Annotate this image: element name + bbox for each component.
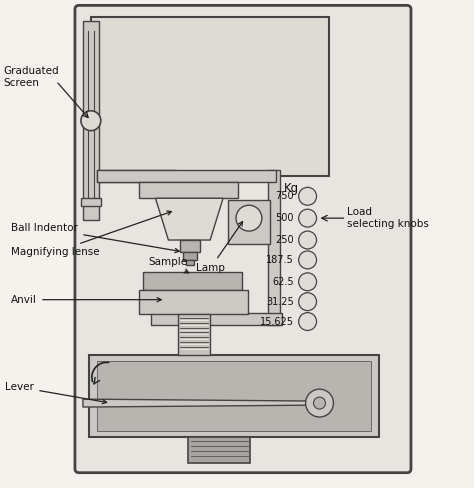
Text: Ball Indentor: Ball Indentor — [11, 223, 179, 253]
Bar — [89, 355, 379, 437]
Circle shape — [306, 389, 333, 417]
Bar — [180, 240, 200, 252]
Text: 250: 250 — [275, 235, 294, 245]
Circle shape — [81, 111, 101, 131]
Text: Sample: Sample — [148, 257, 189, 273]
Bar — [83, 21, 99, 220]
Text: Kg: Kg — [284, 183, 299, 195]
Bar — [91, 17, 329, 176]
Text: Anvil: Anvil — [11, 295, 161, 305]
Circle shape — [299, 231, 317, 249]
Text: Lever: Lever — [5, 382, 107, 404]
Bar — [97, 170, 176, 183]
Circle shape — [299, 187, 317, 205]
Bar — [138, 183, 238, 198]
Text: Magnifying lense: Magnifying lense — [11, 211, 172, 257]
Circle shape — [299, 313, 317, 330]
Bar — [97, 170, 276, 183]
Bar — [97, 361, 371, 431]
Text: Lamp: Lamp — [196, 222, 243, 273]
Text: 31.25: 31.25 — [266, 297, 294, 306]
FancyBboxPatch shape — [75, 5, 411, 473]
Polygon shape — [155, 198, 223, 240]
Text: Graduated
Screen: Graduated Screen — [3, 66, 59, 88]
Circle shape — [299, 273, 317, 291]
Bar — [143, 272, 242, 290]
Bar — [151, 313, 282, 325]
Text: 500: 500 — [275, 213, 294, 223]
Bar — [183, 252, 197, 260]
Bar — [228, 200, 270, 244]
Bar — [268, 170, 280, 325]
Text: 15.625: 15.625 — [260, 317, 294, 326]
Polygon shape — [83, 399, 319, 407]
Bar — [186, 260, 194, 265]
Circle shape — [299, 293, 317, 311]
Bar — [178, 314, 210, 355]
Circle shape — [299, 251, 317, 269]
Text: Load
selecting knobs: Load selecting knobs — [347, 207, 429, 229]
Bar — [188, 437, 250, 463]
Circle shape — [299, 209, 317, 227]
Bar — [81, 198, 101, 206]
Circle shape — [313, 397, 326, 409]
Bar — [138, 290, 248, 314]
Text: 187.5: 187.5 — [266, 255, 294, 265]
Circle shape — [236, 205, 262, 231]
Text: 62.5: 62.5 — [272, 277, 294, 287]
Text: 750: 750 — [275, 191, 294, 201]
